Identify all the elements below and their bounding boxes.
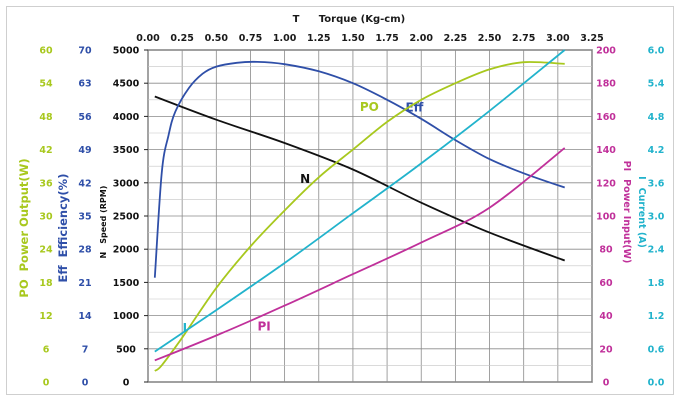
- eff-tick-label: 28: [78, 245, 92, 256]
- eff-tick-label: 14: [78, 311, 92, 322]
- n-tick-label: 4000: [113, 112, 140, 123]
- pi-tick-label: 60: [599, 278, 613, 289]
- i-tick-label: 6.0: [648, 46, 665, 57]
- po-tick-label: 12: [39, 311, 52, 322]
- series-i-label: I: [183, 321, 187, 335]
- series-i-line: [154, 49, 566, 353]
- series-n-line: [154, 95, 566, 262]
- pi-tick-label: 120: [596, 178, 616, 189]
- eff-tick-label: 35: [78, 212, 91, 223]
- i-axis-title: ICurrent (A): [636, 176, 647, 248]
- x-tick-label: 0.25: [170, 33, 193, 44]
- po-tick-label: 60: [39, 46, 53, 57]
- x-tick-label: 2.00: [410, 33, 434, 44]
- x-tick-label: 1.00: [273, 33, 297, 44]
- eff-tick-label: 42: [78, 178, 91, 189]
- po-tick-label: 36: [39, 178, 53, 189]
- pi-tick-label: 0: [603, 378, 610, 389]
- po-axis-title: POPower Output(W): [17, 158, 31, 297]
- n-tick-label: 2000: [113, 245, 140, 256]
- pi-tick-label: 180: [596, 79, 616, 90]
- n-tick-label: 1000: [113, 311, 140, 322]
- x-axis-letter: T: [293, 14, 300, 25]
- x-tick-label: 0.75: [239, 33, 262, 44]
- x-axis-title: Torque (Kg-cm): [319, 14, 405, 25]
- i-tick-label: 0.0: [648, 378, 665, 389]
- pi-tick-label: 40: [599, 311, 613, 322]
- x-tick-label: 1.50: [341, 33, 365, 44]
- n-tick-label: 5000: [113, 46, 140, 57]
- eff-tick-label: 63: [78, 79, 91, 90]
- x-tick-label: 2.25: [444, 33, 467, 44]
- i-tick-label: 3.6: [648, 178, 665, 189]
- po-tick-label: 6: [43, 344, 50, 355]
- i-tick-label: 1.8: [648, 278, 665, 289]
- pi-axis-title: PIPower Input(W): [621, 161, 632, 264]
- n-tick-label: 500: [116, 344, 136, 355]
- series-po-line: [154, 61, 565, 372]
- eff-tick-label: 49: [78, 145, 91, 156]
- i-tick-label: 0.6: [648, 344, 665, 355]
- x-tick-label: 3.25: [580, 33, 603, 44]
- po-tick-label: 24: [39, 245, 53, 256]
- series-pi-label: PI: [257, 320, 270, 334]
- pi-tick-label: 200: [596, 46, 616, 57]
- n-tick-label: 2500: [113, 212, 140, 223]
- i-tick-label: 3.0: [648, 212, 665, 223]
- pi-tick-label: 160: [596, 112, 616, 123]
- series-po-label: PO: [360, 100, 379, 114]
- x-tick-label: 1.75: [375, 33, 398, 44]
- i-tick-label: 2.4: [648, 245, 665, 256]
- eff-tick-label: 70: [78, 46, 92, 57]
- x-tick-label: 1.25: [307, 33, 330, 44]
- i-tick-label: 4.8: [648, 112, 665, 123]
- eff-axis-title: EffEfficiency(%): [56, 174, 70, 283]
- x-tick-label: 2.50: [478, 33, 502, 44]
- x-tick-label: 3.00: [546, 33, 570, 44]
- n-axis-title: NSpeed (RPM): [99, 186, 108, 259]
- pi-tick-label: 80: [599, 245, 613, 256]
- pi-tick-label: 100: [596, 212, 616, 223]
- chart-frame: [6, 6, 674, 395]
- series-eff-line: [153, 60, 565, 278]
- pi-tick-label: 140: [596, 145, 616, 156]
- i-tick-label: 1.2: [648, 311, 665, 322]
- x-tick-label: 0.50: [205, 33, 229, 44]
- n-tick-label: 3500: [113, 145, 140, 156]
- n-tick-label: 0: [123, 378, 130, 389]
- po-tick-label: 48: [39, 112, 53, 123]
- n-tick-label: 3000: [113, 178, 140, 189]
- eff-tick-label: 0: [82, 378, 89, 389]
- po-tick-label: 18: [39, 278, 53, 289]
- n-tick-label: 1500: [113, 278, 140, 289]
- eff-tick-label: 7: [82, 344, 89, 355]
- i-tick-label: 5.4: [648, 79, 665, 90]
- po-tick-label: 0: [43, 378, 50, 389]
- pi-tick-label: 20: [599, 344, 613, 355]
- po-tick-label: 54: [39, 79, 53, 90]
- n-tick-label: 4500: [113, 79, 140, 90]
- po-tick-label: 42: [39, 145, 52, 156]
- po-tick-label: 30: [39, 212, 53, 223]
- x-tick-label: 2.75: [512, 33, 535, 44]
- series-pi-line: [154, 147, 566, 362]
- x-tick-label: 0.00: [136, 33, 160, 44]
- series-eff-label: Eff: [405, 101, 423, 115]
- series-n-label: N: [300, 172, 310, 186]
- eff-tick-label: 21: [78, 278, 91, 289]
- i-tick-label: 4.2: [648, 145, 665, 156]
- eff-tick-label: 56: [78, 112, 92, 123]
